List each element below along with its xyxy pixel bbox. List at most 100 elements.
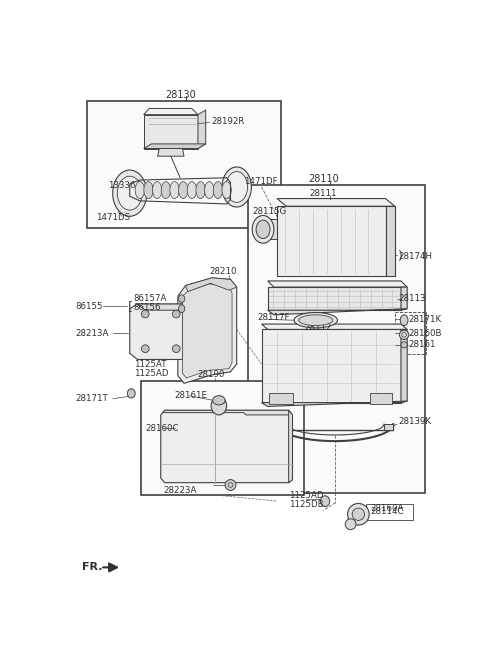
Text: 28130: 28130 [165, 90, 195, 100]
Text: 28114C: 28114C [370, 508, 404, 516]
Text: ): ) [398, 249, 403, 263]
Polygon shape [401, 329, 407, 403]
Polygon shape [198, 110, 206, 148]
Ellipse shape [345, 519, 356, 529]
Ellipse shape [213, 182, 223, 199]
Ellipse shape [170, 182, 179, 199]
Text: 86155: 86155 [75, 302, 103, 311]
Polygon shape [401, 287, 407, 310]
Text: 28111: 28111 [310, 189, 337, 197]
Bar [248, 185, 425, 494]
Polygon shape [268, 281, 407, 287]
Text: 28171T: 28171T [75, 394, 108, 403]
Ellipse shape [213, 396, 225, 405]
Text: 28161E: 28161E [175, 391, 208, 400]
Text: 28117F: 28117F [258, 314, 290, 322]
Text: 13336: 13336 [108, 181, 135, 190]
Polygon shape [161, 411, 292, 482]
Bar [366, 504, 413, 519]
Polygon shape [182, 284, 232, 378]
Polygon shape [269, 393, 292, 404]
Text: 28110: 28110 [308, 174, 339, 184]
Bar [87, 101, 281, 228]
Text: 28174H: 28174H [399, 252, 432, 261]
Text: 1471DF: 1471DF [244, 177, 277, 186]
Ellipse shape [179, 305, 185, 313]
Ellipse shape [127, 389, 135, 398]
Polygon shape [277, 206, 385, 276]
Ellipse shape [142, 310, 149, 318]
Text: 28171K: 28171K [409, 315, 442, 324]
Text: 28190: 28190 [197, 370, 225, 380]
Polygon shape [370, 393, 392, 404]
Polygon shape [262, 329, 401, 403]
Ellipse shape [179, 295, 185, 302]
Ellipse shape [226, 172, 248, 203]
Ellipse shape [187, 182, 196, 199]
Polygon shape [144, 144, 206, 148]
Ellipse shape [117, 176, 142, 210]
Text: 28160C: 28160C [145, 424, 179, 432]
Text: 1125AD: 1125AD [288, 490, 323, 500]
Polygon shape [385, 206, 395, 276]
Text: 28192R: 28192R [211, 117, 244, 126]
Polygon shape [178, 278, 237, 383]
Ellipse shape [153, 182, 162, 199]
Bar [142, 381, 304, 495]
Ellipse shape [352, 508, 365, 520]
Text: 28139K: 28139K [399, 417, 432, 426]
Polygon shape [182, 304, 190, 360]
Ellipse shape [321, 496, 330, 507]
Text: 1125AT: 1125AT [133, 360, 166, 368]
Ellipse shape [252, 215, 274, 244]
Ellipse shape [294, 313, 337, 328]
Polygon shape [144, 108, 198, 115]
Polygon shape [384, 424, 393, 430]
Polygon shape [288, 411, 292, 482]
Text: 28210: 28210 [209, 267, 237, 276]
Text: 86157A: 86157A [133, 294, 167, 303]
Polygon shape [186, 278, 237, 292]
Ellipse shape [299, 315, 333, 325]
Text: 28113: 28113 [399, 294, 426, 303]
Ellipse shape [225, 480, 236, 490]
Ellipse shape [400, 315, 408, 325]
Text: 28223A: 28223A [163, 486, 196, 495]
Polygon shape [277, 199, 395, 206]
Ellipse shape [113, 170, 147, 216]
Polygon shape [137, 304, 190, 310]
Ellipse shape [161, 182, 170, 199]
Ellipse shape [135, 182, 144, 199]
Polygon shape [262, 401, 407, 407]
Polygon shape [262, 324, 407, 329]
Text: 1471DS: 1471DS [96, 213, 131, 222]
Polygon shape [144, 115, 198, 148]
Text: 1125AD: 1125AD [133, 369, 168, 378]
Polygon shape [277, 424, 286, 430]
Ellipse shape [172, 345, 180, 352]
Ellipse shape [144, 182, 153, 199]
Text: 28213A: 28213A [75, 329, 109, 338]
Text: [: [ [128, 300, 133, 313]
Polygon shape [263, 219, 277, 240]
Ellipse shape [222, 182, 231, 199]
Ellipse shape [211, 397, 227, 415]
Ellipse shape [179, 182, 188, 199]
Polygon shape [268, 309, 407, 315]
Text: 28160B: 28160B [409, 329, 442, 338]
Ellipse shape [222, 167, 252, 207]
Polygon shape [163, 411, 292, 415]
Ellipse shape [401, 342, 407, 348]
Text: 28115G: 28115G [252, 207, 287, 216]
Ellipse shape [204, 182, 214, 199]
Ellipse shape [399, 330, 409, 339]
Ellipse shape [348, 504, 369, 525]
Polygon shape [157, 148, 184, 156]
Ellipse shape [142, 345, 149, 352]
Bar [395, 312, 426, 354]
Text: 28161: 28161 [409, 341, 436, 349]
Text: 28160A: 28160A [370, 504, 403, 513]
Text: FR.: FR. [82, 562, 102, 572]
Ellipse shape [256, 220, 270, 239]
Text: 1125DB: 1125DB [288, 500, 323, 509]
